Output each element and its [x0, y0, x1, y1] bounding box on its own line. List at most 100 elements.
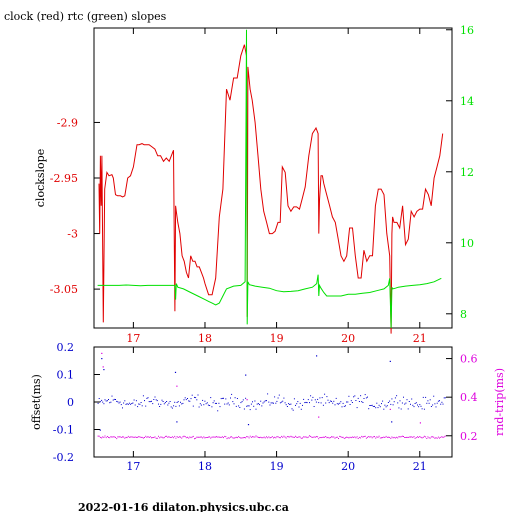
- rnd-trip-point: [441, 436, 443, 438]
- rnd-trip-point: [160, 436, 162, 438]
- offset-point: [106, 400, 108, 402]
- offset-point: [434, 403, 436, 405]
- offset-point: [400, 408, 402, 410]
- rnd-trip-point: [436, 437, 438, 439]
- offset-point: [320, 402, 322, 404]
- rnd-trip-point: [427, 436, 429, 438]
- rnd-trip-point: [390, 437, 392, 439]
- rnd-trip-point: [173, 437, 175, 439]
- rnd-trip-point: [218, 436, 220, 438]
- rnd-trip-point: [361, 435, 363, 437]
- rnd-trip-point: [312, 436, 314, 438]
- offset-point: [217, 410, 219, 412]
- offset-point: [425, 396, 427, 398]
- offset-point: [296, 403, 298, 405]
- rnd-trip-point: [224, 435, 226, 437]
- rnd-trip-point: [378, 435, 380, 437]
- rnd-trip-point: [349, 436, 351, 438]
- offset-point: [128, 402, 130, 404]
- rnd-trip-point: [182, 436, 184, 438]
- rnd-trip-point: [341, 436, 343, 438]
- offset-point: [362, 402, 364, 403]
- rnd-trip-point: [285, 437, 287, 439]
- rnd-trip-point: [346, 436, 348, 438]
- rnd-trip-point: [112, 436, 114, 438]
- offset-point: [260, 400, 262, 402]
- offset-point: [356, 407, 358, 409]
- rnd-trip-point: [108, 436, 109, 438]
- clock-series-line: [98, 44, 444, 334]
- offset-point: [405, 402, 407, 404]
- offset-point: [427, 400, 429, 402]
- offset-point: [334, 404, 336, 406]
- offset-point: [302, 404, 303, 406]
- offset-point: [398, 407, 400, 409]
- offset-point: [125, 403, 127, 405]
- rnd-trip-point: [282, 436, 284, 438]
- top-y-tick-label: -2.9: [57, 116, 78, 129]
- offset-point: [342, 402, 344, 404]
- rnd-trip-point: [400, 436, 402, 438]
- offset-point: [346, 401, 348, 403]
- offset-point: [209, 405, 211, 406]
- rnd-trip-point: [261, 437, 263, 439]
- offset-point: [351, 402, 353, 403]
- rnd-trip-point: [372, 436, 374, 438]
- rnd-trip-point: [281, 435, 283, 437]
- rnd-trip-point: [345, 437, 346, 439]
- offset-point: [317, 398, 319, 400]
- rnd-trip-point: [151, 437, 152, 439]
- rnd-trip-point: [252, 436, 253, 438]
- rnd-trip-point: [406, 436, 408, 438]
- offset-point: [177, 401, 179, 403]
- rnd-trip-point: [203, 436, 205, 438]
- rnd-trip-point: [304, 436, 306, 438]
- rnd-trip-point: [325, 436, 327, 437]
- offset-point: [190, 398, 192, 400]
- rnd-trip-point: [419, 436, 421, 437]
- rnd-trip-point: [382, 437, 384, 439]
- offset-point: [144, 400, 145, 402]
- offset-point: [117, 401, 119, 403]
- offset-point: [358, 401, 360, 402]
- rnd-trip-point: [278, 437, 280, 439]
- rnd-trip-point: [98, 435, 100, 437]
- rnd-trip-point: [231, 436, 233, 438]
- rnd-trip-point: [357, 438, 359, 439]
- rnd-trip-point: [435, 437, 437, 439]
- offset-point: [184, 397, 186, 399]
- offset-point: [386, 405, 388, 407]
- rnd-trip-point: [184, 436, 186, 438]
- offset-point: [349, 404, 351, 405]
- rnd-trip-point: [418, 436, 420, 438]
- rnd-trip-point: [425, 436, 427, 438]
- rnd-trip-point: [260, 436, 262, 438]
- rnd-trip-point: [120, 436, 122, 438]
- rnd-trip-point: [437, 436, 439, 438]
- rnd-trip-point: [340, 436, 342, 438]
- offset-point: [218, 402, 220, 404]
- offset-point: [298, 406, 300, 408]
- offset-point: [339, 402, 341, 404]
- offset-point: [332, 402, 334, 404]
- rnd-trip-point: [335, 436, 337, 438]
- top-x-tick-label: 17: [126, 332, 140, 345]
- offset-point: [259, 404, 260, 406]
- rnd-trip-point: [275, 437, 277, 439]
- rnd-trip-point: [167, 436, 169, 438]
- offset-point: [167, 404, 169, 406]
- offset-point: [283, 397, 285, 399]
- offset-point: [174, 401, 176, 403]
- offset-point: [432, 404, 434, 406]
- offset-point: [202, 399, 204, 401]
- rnd-trip-point: [178, 436, 180, 438]
- offset-point: [120, 404, 122, 406]
- offset-point: [281, 401, 283, 403]
- offset-point: [191, 394, 193, 396]
- offset-point: [156, 400, 158, 402]
- offset-point: [113, 398, 115, 400]
- rnd-trip-point: [180, 436, 181, 438]
- rnd-trip-point: [383, 436, 385, 438]
- offset-point: [345, 405, 346, 407]
- rnd-trip-point: [324, 436, 326, 438]
